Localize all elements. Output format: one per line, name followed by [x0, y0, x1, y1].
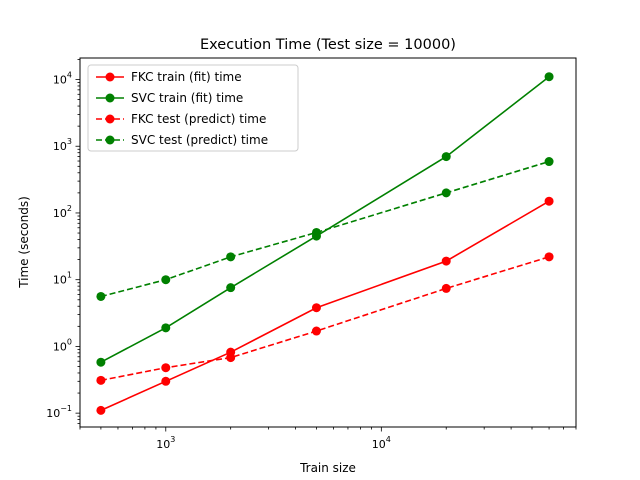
- y-tick-label: 10−1: [46, 404, 72, 420]
- legend-marker-2: [105, 114, 115, 124]
- series-2-point-0: [96, 375, 106, 385]
- series-0-point-0: [96, 405, 106, 415]
- series-3-point-5: [544, 157, 554, 167]
- series-line-0: [100, 200, 550, 412]
- legend-marker-1: [105, 93, 115, 103]
- legend-label-0: FKC train (fit) time: [131, 70, 242, 84]
- series-2-point-5: [544, 252, 554, 262]
- y-tick-label: 101: [53, 271, 72, 287]
- x-axis-label: Train size: [299, 461, 356, 475]
- legend: FKC train (fit) time SVC train (fit) time…: [87, 64, 299, 152]
- series-2-point-4: [441, 283, 451, 293]
- legend-marker-3: [105, 135, 115, 145]
- series-1-point-4: [441, 152, 451, 162]
- plot-frame: [79, 57, 577, 428]
- legend-label-2: FKC test (predict) time: [131, 112, 266, 126]
- series-2-point-1: [161, 363, 171, 373]
- series-0-point-5: [544, 196, 554, 206]
- chart-title: Execution Time (Test size = 10000): [200, 37, 456, 53]
- series-1-point-2: [226, 283, 236, 293]
- series-line-1: [100, 76, 550, 363]
- y-tick-label: 103: [53, 137, 72, 153]
- series-2-point-3: [311, 326, 321, 336]
- series-line-2: [100, 256, 550, 382]
- series-0-point-4: [441, 256, 451, 266]
- series-3-point-1: [161, 275, 171, 285]
- series-3-point-4: [441, 188, 451, 198]
- legend-box: [87, 64, 299, 152]
- series-0-point-3: [311, 303, 321, 313]
- y-tick-label: 104: [53, 71, 72, 87]
- series-2-point-2: [226, 353, 236, 363]
- series-1-point-5: [544, 72, 554, 82]
- x-tick-label: 104: [372, 435, 391, 451]
- legend-label-3: SVC test (predict) time: [131, 133, 268, 147]
- legend-marker-0: [105, 72, 115, 82]
- series-3-point-2: [226, 252, 236, 262]
- y-axis-label: Time (seconds): [17, 196, 31, 289]
- y-tick-label: 100: [53, 337, 72, 353]
- legend-label-1: SVC train (fit) time: [131, 91, 243, 105]
- y-tick-label: 102: [53, 204, 72, 220]
- series-1-point-1: [161, 323, 171, 333]
- series-0-point-1: [161, 376, 171, 386]
- x-tick-label: 103: [156, 435, 175, 451]
- series-3-point-0: [96, 291, 106, 301]
- series-1-point-0: [96, 357, 106, 367]
- series-3-point-3: [311, 227, 321, 237]
- series-line-3: [100, 160, 550, 298]
